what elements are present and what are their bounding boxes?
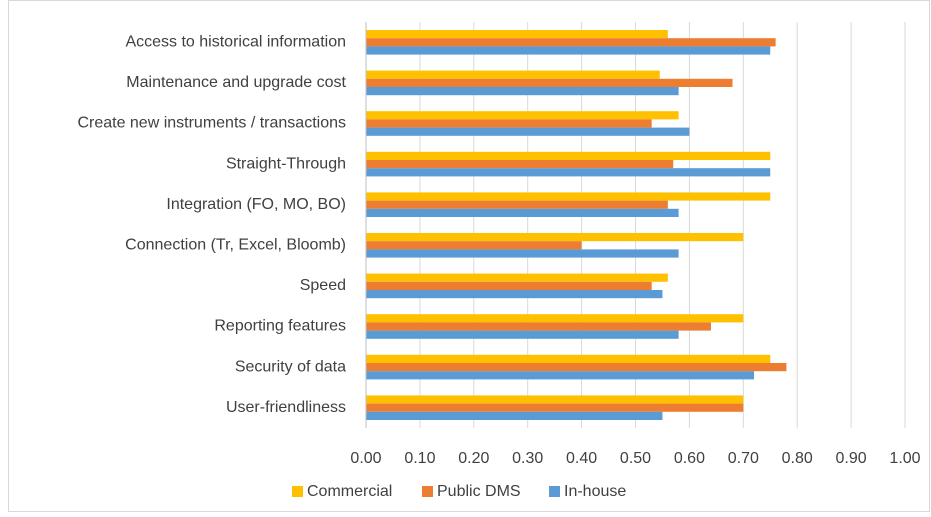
bar <box>366 330 679 339</box>
y-tick-label: Reporting features <box>214 318 346 335</box>
bar <box>366 160 674 169</box>
y-tick-label: Maintenance and upgrade cost <box>126 74 346 91</box>
bar <box>366 354 771 363</box>
x-tick-label: 0.90 <box>836 450 867 467</box>
x-tick-label: 0.30 <box>512 450 543 467</box>
bar <box>366 208 679 217</box>
bar <box>366 403 744 412</box>
bar <box>366 411 663 420</box>
bar <box>366 241 582 250</box>
bar <box>366 249 679 258</box>
bar <box>366 233 744 242</box>
x-tick-label: 0.20 <box>458 450 489 467</box>
y-tick-label: Speed <box>300 277 346 294</box>
bar <box>366 30 668 39</box>
bar <box>366 78 733 87</box>
bar <box>366 200 668 209</box>
legend-label: Commercial <box>307 483 392 500</box>
legend-swatch <box>292 486 303 497</box>
x-tick-label: 0.00 <box>350 450 381 467</box>
x-tick-label: 0.60 <box>674 450 705 467</box>
bar <box>366 395 744 404</box>
bar <box>366 168 771 177</box>
bar <box>366 192 771 201</box>
bar <box>366 151 771 160</box>
bar <box>366 322 711 331</box>
bar <box>366 273 668 282</box>
y-tick-label: User-friendliness <box>226 399 346 416</box>
y-tick-label: Access to historical information <box>125 34 346 51</box>
legend-label: In-house <box>564 483 626 500</box>
bar <box>366 363 787 372</box>
legend-label: Public DMS <box>437 483 521 500</box>
bar <box>366 46 771 55</box>
bar <box>366 38 776 47</box>
x-tick-label: 0.40 <box>566 450 597 467</box>
bar <box>366 70 660 79</box>
bar <box>366 87 679 96</box>
bar <box>366 119 652 128</box>
bar <box>366 281 652 290</box>
bar <box>366 371 755 380</box>
bar <box>366 290 663 299</box>
x-tick-label: 0.10 <box>404 450 435 467</box>
x-tick-label: 0.50 <box>620 450 651 467</box>
legend-swatch <box>422 486 433 497</box>
x-tick-label: 1.00 <box>889 450 920 467</box>
y-tick-label: Create new instruments / transactions <box>77 115 346 132</box>
bar <box>366 111 679 120</box>
x-tick-label: 0.80 <box>782 450 813 467</box>
y-tick-label: Security of data <box>235 358 346 375</box>
y-tick-label: Integration (FO, MO, BO) <box>166 196 346 213</box>
bar <box>366 127 690 136</box>
legend-swatch <box>549 486 560 497</box>
bar <box>366 314 744 323</box>
y-tick-label: Straight-Through <box>226 155 346 172</box>
x-tick-label: 0.70 <box>728 450 759 467</box>
y-tick-label: Connection (Tr, Excel, Bloomb) <box>125 237 346 254</box>
